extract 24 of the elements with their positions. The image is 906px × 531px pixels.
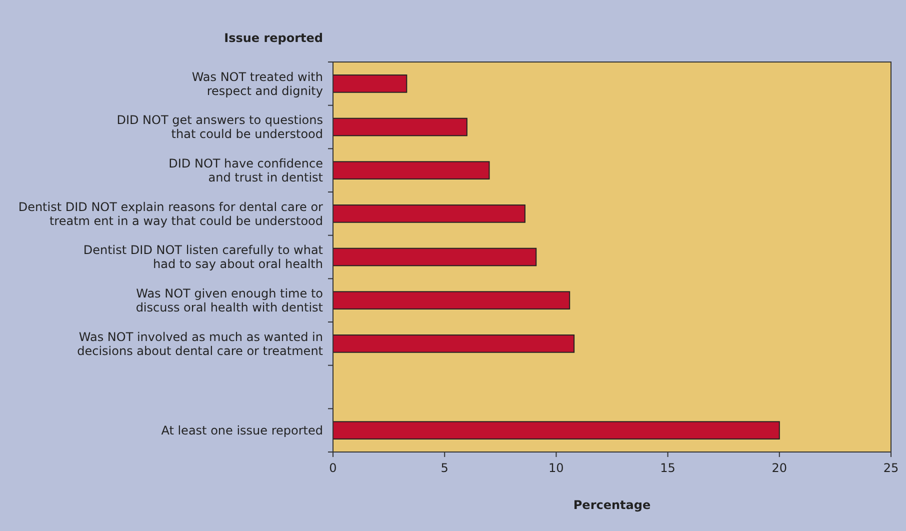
- bar: [332, 248, 537, 266]
- x-axis-title: Percentage: [573, 498, 651, 512]
- bar: [332, 118, 468, 136]
- y-tick-label: Dentist DID NOT explain reasons for dental care or treatm ent in a way that could be understood: [18, 200, 324, 228]
- bar: [332, 291, 570, 310]
- y-tick-label: Was NOT treated with respect and dignity: [192, 70, 323, 98]
- y-tick-label: Dentist DID NOT listen carefully to what had to say about oral health: [83, 243, 324, 272]
- y-axis-title: Issue reported: [224, 31, 323, 45]
- bar: [332, 334, 575, 353]
- y-tick-label: At least one issue reported: [161, 424, 323, 438]
- bar: [332, 161, 490, 180]
- x-tick-label: 25: [883, 461, 899, 475]
- bar: [332, 74, 408, 93]
- y-tick-label: Was NOT given enough time to discuss oral health with dentist: [136, 286, 324, 315]
- x-tick-label: 0: [329, 461, 337, 475]
- bar: [332, 421, 780, 440]
- x-tick-label: 15: [660, 461, 676, 475]
- bar: [332, 204, 526, 223]
- x-tick-label: 20: [772, 461, 788, 475]
- x-tick-label: 5: [440, 461, 448, 475]
- x-tick-label: 10: [548, 461, 564, 475]
- y-tick-label: DID NOT get answers to questions that could be understood: [116, 113, 323, 142]
- y-tick-label: DID NOT have confidence and trust in dentist: [168, 156, 324, 185]
- y-tick-label: Was NOT involved as much as wanted in decisions about dental care or treatment: [77, 330, 324, 358]
